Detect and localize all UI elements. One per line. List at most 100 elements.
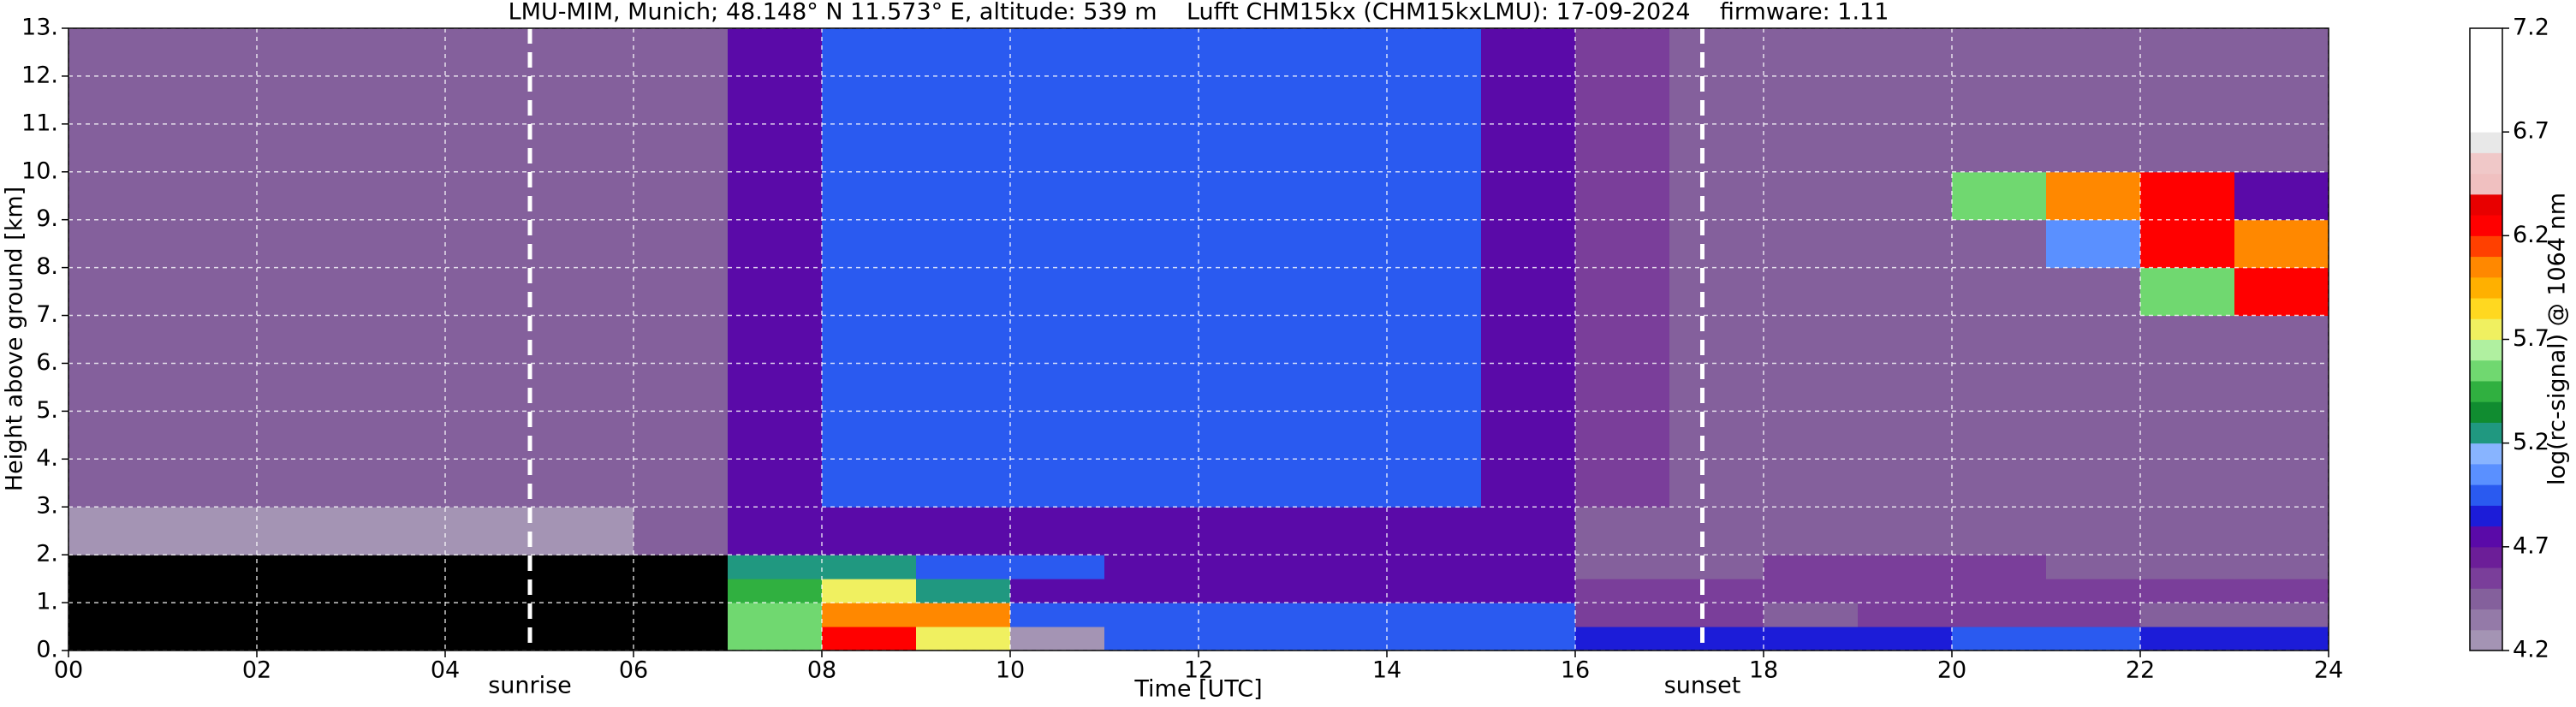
heatmap-cell [257, 507, 352, 556]
heatmap-cell [1293, 603, 1388, 627]
heatmap-cell [1387, 315, 1482, 364]
colorbar-swatch [2470, 484, 2502, 506]
heatmap-cell [1481, 459, 1576, 508]
heatmap-cell [163, 123, 258, 173]
heatmap-cell [822, 267, 917, 317]
heatmap-cell [68, 75, 164, 125]
heatmap-cell [634, 123, 729, 173]
heatmap-cell [2140, 28, 2235, 77]
heatmap-cell [2140, 507, 2235, 556]
heatmap-cell [68, 171, 164, 221]
heatmap-cell [1387, 75, 1482, 125]
colorbar-swatch [2470, 505, 2502, 527]
heatmap-cell [445, 123, 540, 173]
y-tick-label: 12. [21, 62, 58, 88]
heatmap-cell [1575, 123, 1670, 173]
heatmap-cell [2234, 171, 2329, 221]
heatmap-cell [163, 579, 258, 603]
heatmap-cell [1575, 411, 1670, 460]
heatmap-cell [2140, 315, 2235, 364]
heatmap-cell [445, 603, 540, 627]
heatmap-cell [728, 219, 823, 269]
heatmap-cell [1293, 507, 1388, 556]
heatmap-cell [916, 171, 1011, 221]
heatmap-cell [1764, 363, 1859, 412]
heatmap-cell [1199, 315, 1294, 364]
heatmap-cell [728, 627, 823, 651]
heatmap-cell [1010, 459, 1105, 508]
heatmap-cell [1010, 627, 1105, 651]
heatmap-cell [1104, 171, 1199, 221]
heatmap-cell [1104, 28, 1199, 77]
heatmap-cell [68, 459, 164, 508]
heatmap-cell [2234, 507, 2329, 556]
heatmap-cell [2046, 579, 2141, 603]
colorbar-swatch [2470, 318, 2502, 340]
heatmap-cell [163, 315, 258, 364]
heatmap-cell [445, 171, 540, 221]
heatmap-cell [68, 555, 164, 579]
heatmap-cell [2046, 363, 2141, 412]
heatmap-cell [1010, 315, 1105, 364]
heatmap-cell [539, 267, 634, 317]
heatmap-cell [728, 171, 823, 221]
heatmap-cell [1010, 579, 1105, 603]
heatmap-cell [539, 28, 634, 77]
heatmap-cell [916, 507, 1011, 556]
y-tick-label: 8. [36, 253, 58, 280]
heatmap-cell [1293, 627, 1388, 651]
heatmap-cell [445, 363, 540, 412]
heatmap-cell [1858, 171, 1953, 221]
heatmap-cell [1293, 555, 1388, 579]
heatmap-cell [1575, 555, 1670, 579]
heatmap-cell [2046, 603, 2141, 627]
heatmap-cell [1952, 459, 2047, 508]
heatmap-cell [351, 459, 446, 508]
heatmap-cell [2140, 363, 2235, 412]
heatmap-cell [1764, 603, 1859, 627]
heatmap-cell [1669, 315, 1764, 364]
heatmap-cell [163, 171, 258, 221]
heatmap-cell [1199, 411, 1294, 460]
heatmap-cell [1481, 579, 1576, 603]
heatmap-cell [2046, 627, 2141, 651]
heatmap-cell [1764, 75, 1859, 125]
heatmap-cell [1952, 363, 2047, 412]
heatmap-cell [1764, 267, 1859, 317]
heatmap-cell [1575, 315, 1670, 364]
heatmap-cell [163, 507, 258, 556]
heatmap-cell [163, 603, 258, 627]
heatmap-cell [634, 28, 729, 77]
heatmap-cell [1010, 219, 1105, 269]
heatmap-cell [68, 28, 164, 77]
heatmap-cell [1104, 363, 1199, 412]
heatmap-cell [1293, 315, 1388, 364]
heatmap-cell [1104, 75, 1199, 125]
heatmap-cell [68, 507, 164, 556]
heatmap-cell [257, 123, 352, 173]
heatmap-cell [1199, 603, 1294, 627]
heatmap-cell [1764, 171, 1859, 221]
colorbar-swatch [2470, 276, 2502, 299]
x-tick-label: 08 [807, 657, 836, 684]
x-tick-label: 00 [54, 657, 83, 684]
heatmap-cell [1952, 603, 2047, 627]
y-tick-label: 1. [36, 589, 58, 615]
colorbar-tick-label: 7.2 [2513, 15, 2549, 41]
heatmap-cell [2046, 555, 2141, 579]
heatmap-cell [2234, 219, 2329, 269]
colorbar-swatch [2470, 588, 2502, 610]
heatmap-cell [1952, 171, 2047, 221]
heatmap-cell [1293, 411, 1388, 460]
colorbar-tick-label: 6.2 [2513, 222, 2549, 248]
colorbar-swatch [2470, 609, 2502, 631]
heatmap-cell [1481, 315, 1576, 364]
colorbar-swatch [2470, 298, 2502, 319]
heatmap-cell [1858, 28, 1953, 77]
y-tick-label: 5. [36, 397, 58, 424]
heatmap-cell [1575, 579, 1670, 603]
heatmap-cell [2140, 459, 2235, 508]
heatmap-cell [634, 315, 729, 364]
heatmap-cell [916, 219, 1011, 269]
heatmap-cell [68, 267, 164, 317]
